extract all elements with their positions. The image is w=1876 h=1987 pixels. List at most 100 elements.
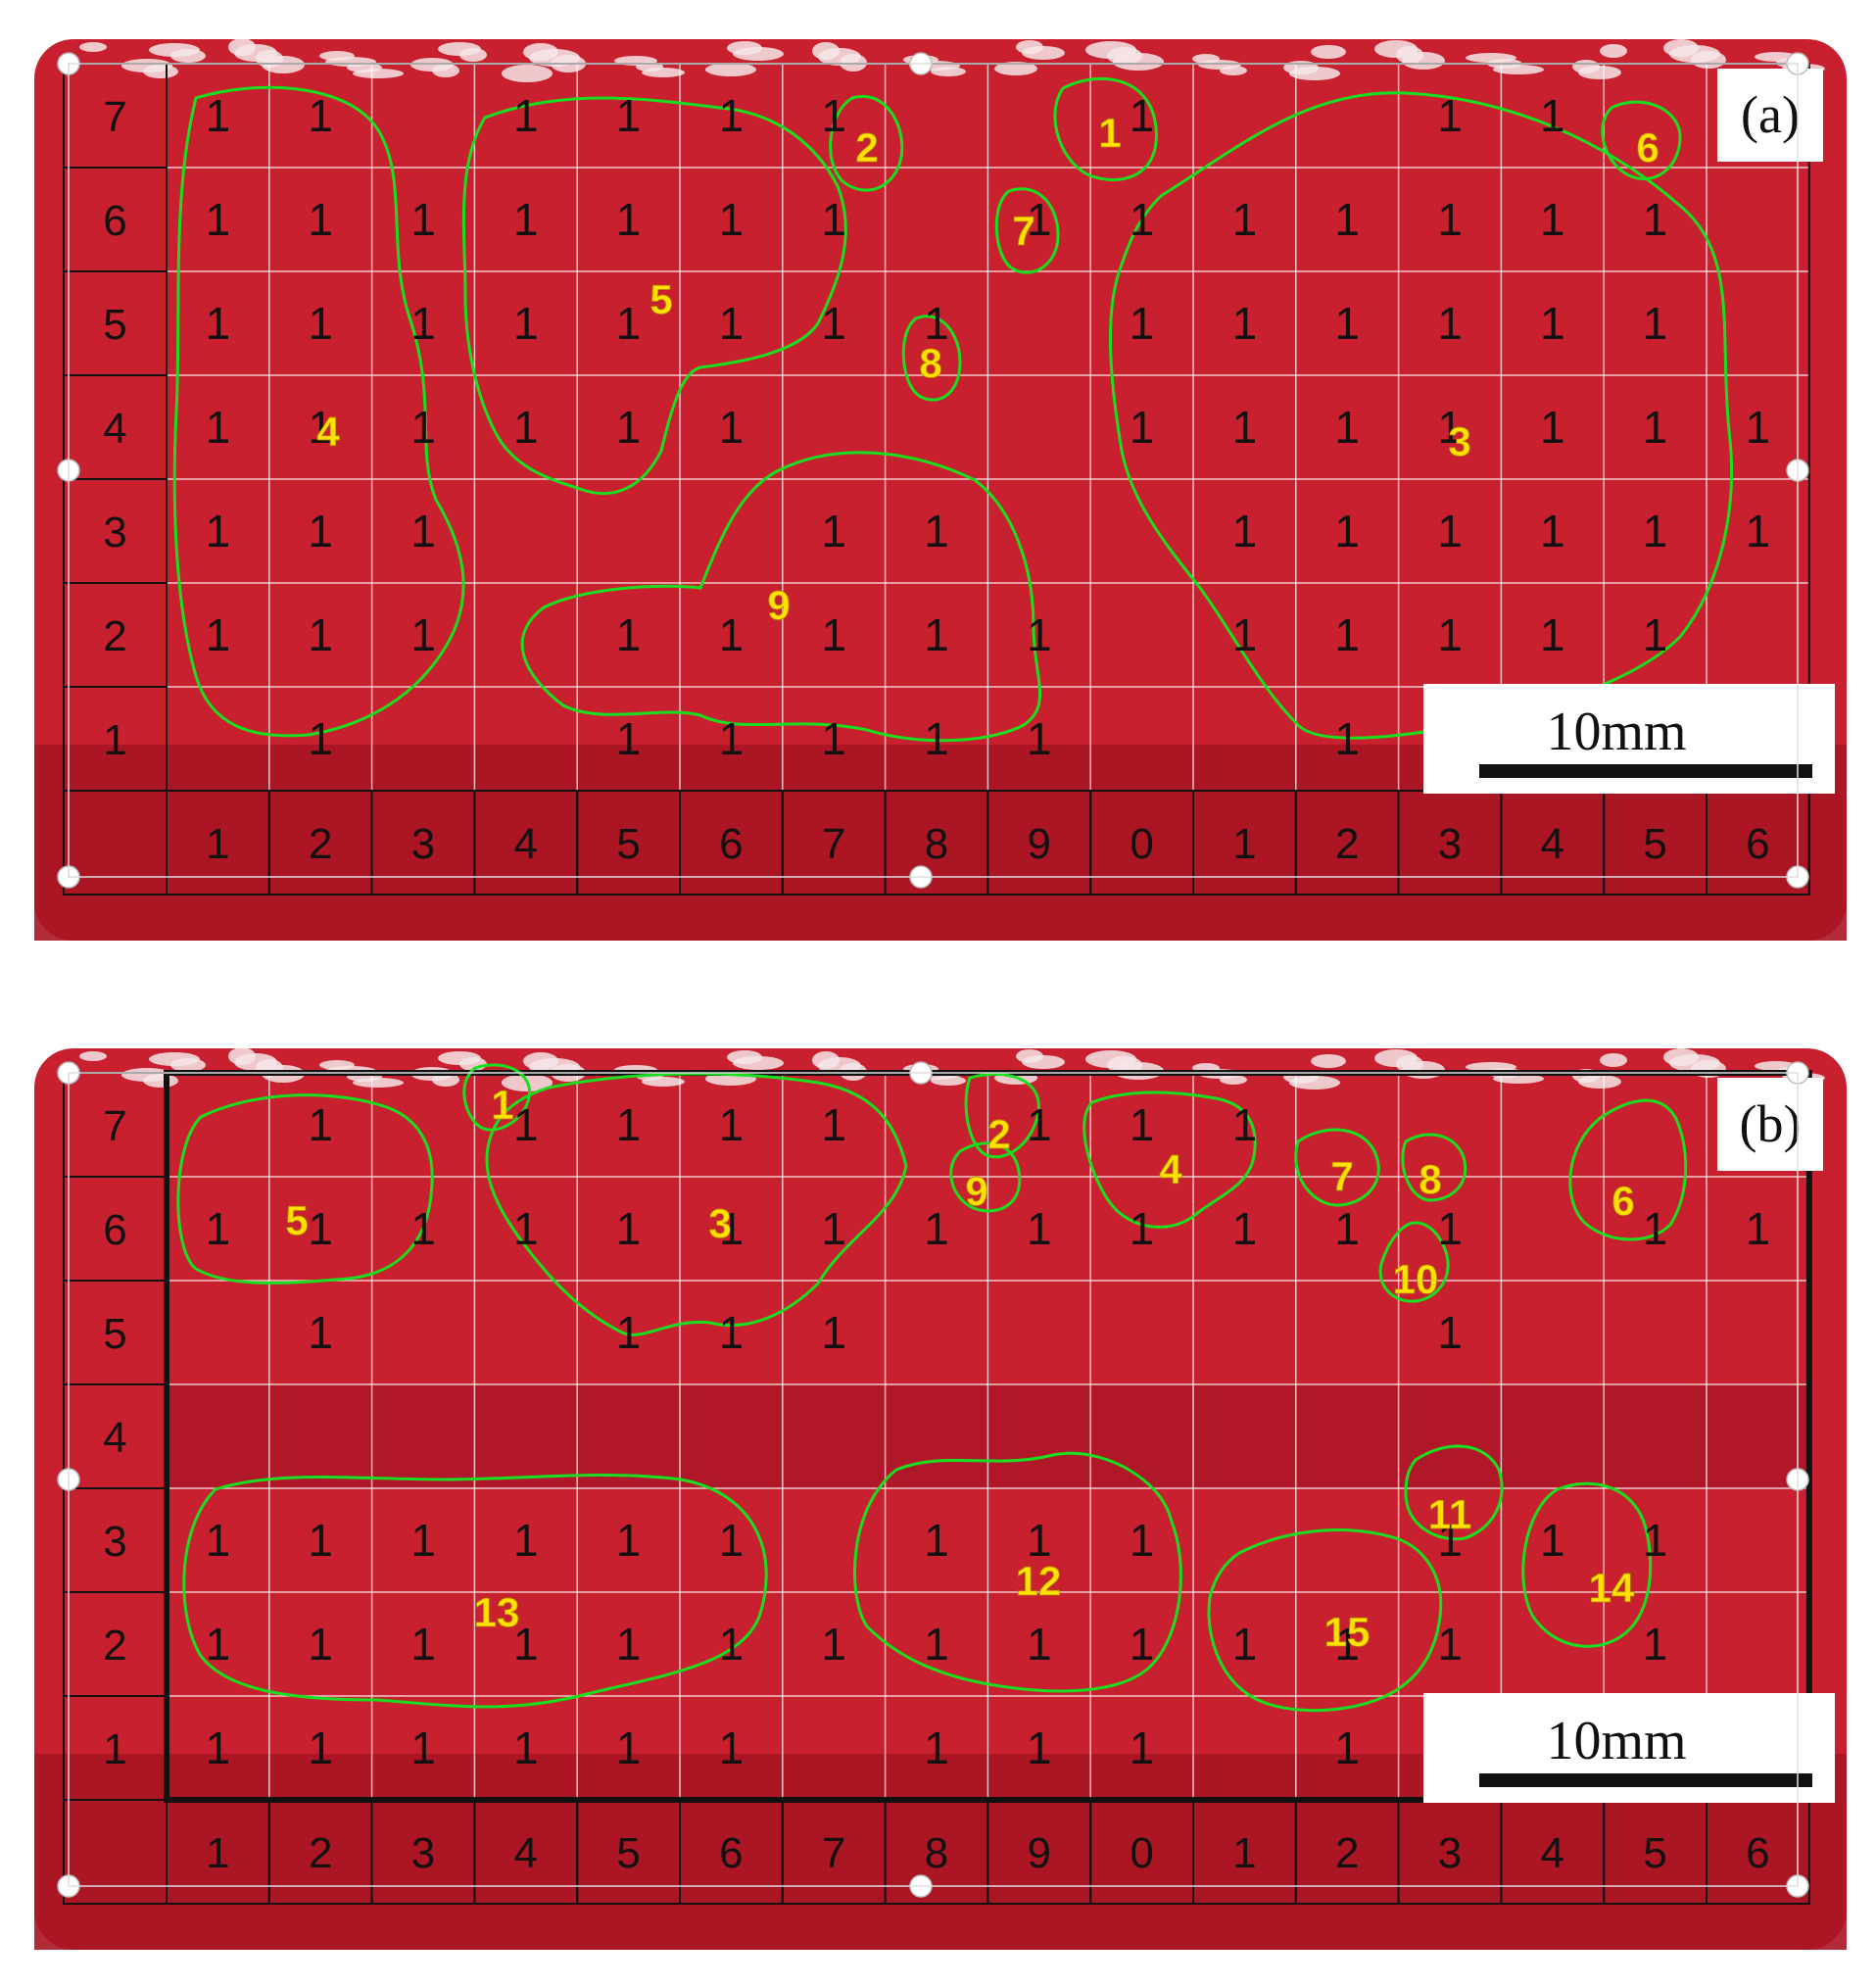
cell-mark: 1	[1027, 1515, 1052, 1566]
cell-mark: 1	[1232, 506, 1258, 557]
region-label-12: 12	[1016, 1558, 1062, 1604]
cell-mark: 1	[206, 609, 231, 660]
cell-mark: 1	[719, 1203, 745, 1254]
tissue-speckle	[121, 59, 172, 73]
cell-mark: 1	[1437, 1307, 1463, 1358]
row-labels: 7 6 5 4 3 2 1	[63, 1072, 168, 1801]
col-label: 8	[925, 1829, 948, 1877]
cell-mark: 1	[1130, 1203, 1155, 1254]
cell-mark: 1	[924, 1619, 949, 1670]
row-label: 4	[103, 405, 126, 453]
cell-mark: 1	[719, 1722, 745, 1773]
region-label-2: 2	[987, 1111, 1010, 1157]
cell-mark: 1	[1437, 1203, 1463, 1254]
col-label: 6	[1746, 1829, 1769, 1877]
cell-mark: 1	[308, 1515, 333, 1566]
cell-mark: 1	[513, 1203, 539, 1254]
selection-handles[interactable]	[57, 52, 1809, 889]
cell-mark: 1	[308, 609, 333, 660]
region-label-7: 7	[1012, 208, 1034, 254]
cell-mark: 1	[821, 194, 846, 245]
region-outline-1	[1053, 76, 1158, 181]
tissue-speckle	[121, 1068, 172, 1082]
cell-mark: 1	[308, 90, 333, 141]
tissue-speckle	[523, 1052, 558, 1070]
cell-mark: 1	[1540, 609, 1565, 660]
region-label-5: 5	[649, 276, 672, 322]
col-labels: 1 2 3 4 5 6 7 8 9 0 1 2 3 4 5 6	[63, 790, 1810, 896]
cell-mark: 1	[206, 402, 231, 453]
cell-mark: 1	[1334, 1722, 1360, 1773]
row-label: 5	[103, 1310, 126, 1358]
region-outline-10	[1378, 1221, 1450, 1303]
cell-mark: 1	[410, 298, 436, 349]
cell-mark: 1	[410, 1722, 436, 1773]
cell-mark: 1	[1643, 609, 1668, 660]
col-label: 5	[616, 1829, 640, 1877]
tissue-speckle	[149, 1052, 200, 1066]
tissue-speckle	[812, 1051, 840, 1069]
col-label: 5	[1643, 820, 1666, 868]
region-outline-4	[172, 85, 465, 738]
panel-label: (b)	[1740, 1094, 1802, 1153]
cell-mark: 1	[513, 90, 539, 141]
tissue-speckle	[1016, 1049, 1043, 1063]
cell-mark: 1	[1437, 609, 1463, 660]
cell-mark: 1	[1130, 90, 1155, 141]
cell-mark: 1	[1232, 1099, 1258, 1150]
cell-mark: 1	[616, 194, 642, 245]
cell-mark: 1	[410, 1619, 436, 1670]
col-label: 0	[1130, 1829, 1153, 1877]
cell-mark: 1	[1334, 402, 1360, 453]
cell-mark: 1	[1437, 90, 1463, 141]
cell-mark: 1	[206, 1515, 231, 1566]
cell-mark: 1	[1746, 402, 1771, 453]
tissue-speckle	[1663, 39, 1699, 57]
row-label: 4	[103, 1414, 126, 1462]
cell-mark: 1	[924, 298, 949, 349]
cell-mark: 1	[1643, 1203, 1668, 1254]
row-label: 3	[103, 509, 126, 557]
region-label-4: 4	[1159, 1146, 1182, 1192]
col-label: 6	[1746, 820, 1769, 868]
row-label: 7	[103, 1102, 126, 1150]
cell-mark: 1	[616, 1619, 642, 1670]
region-label-9: 9	[767, 582, 790, 628]
row-label: 2	[103, 612, 126, 660]
row-label: 6	[103, 197, 126, 245]
cell-mark: 1	[513, 298, 539, 349]
cell-mark: 1	[1746, 506, 1771, 557]
col-label: 4	[514, 1829, 538, 1877]
cell-mark: 1	[1540, 506, 1565, 557]
region-outline-5	[176, 1093, 434, 1284]
cell-mark: 1	[719, 1099, 745, 1150]
cell-mark: 1	[206, 506, 231, 557]
region-label-7: 7	[1330, 1153, 1353, 1199]
cell-mark: 1	[308, 1203, 333, 1254]
col-label: 6	[719, 1829, 743, 1877]
col-label: 3	[1438, 820, 1462, 868]
cell-mark: 1	[616, 1099, 642, 1150]
scale-bar-label: 10mm	[1546, 702, 1686, 762]
cell-mark: 1	[206, 1722, 231, 1773]
cell-mark: 1	[308, 1722, 333, 1773]
panel-label-box	[1717, 69, 1823, 162]
cell-mark: 1	[308, 713, 333, 764]
cell-mark: 1	[1334, 1203, 1360, 1254]
cell-mark: 1	[308, 402, 333, 453]
tissue-speckle	[1374, 40, 1418, 58]
cell-mark: 1	[1540, 402, 1565, 453]
tissue-speckle	[994, 62, 1037, 75]
region-outline-8	[1401, 1133, 1467, 1202]
cell-mark: 1	[410, 1203, 436, 1254]
cell-mark: 1	[1130, 402, 1155, 453]
cell-mark: 1	[924, 713, 949, 764]
cell-mark: 1	[616, 1515, 642, 1566]
cell-mark: 1	[1130, 1515, 1155, 1566]
col-label: 4	[1541, 1829, 1564, 1877]
cell-mark: 1	[1027, 1203, 1052, 1254]
selection-handles[interactable]	[57, 1061, 1809, 1898]
row-label: 5	[103, 301, 126, 349]
